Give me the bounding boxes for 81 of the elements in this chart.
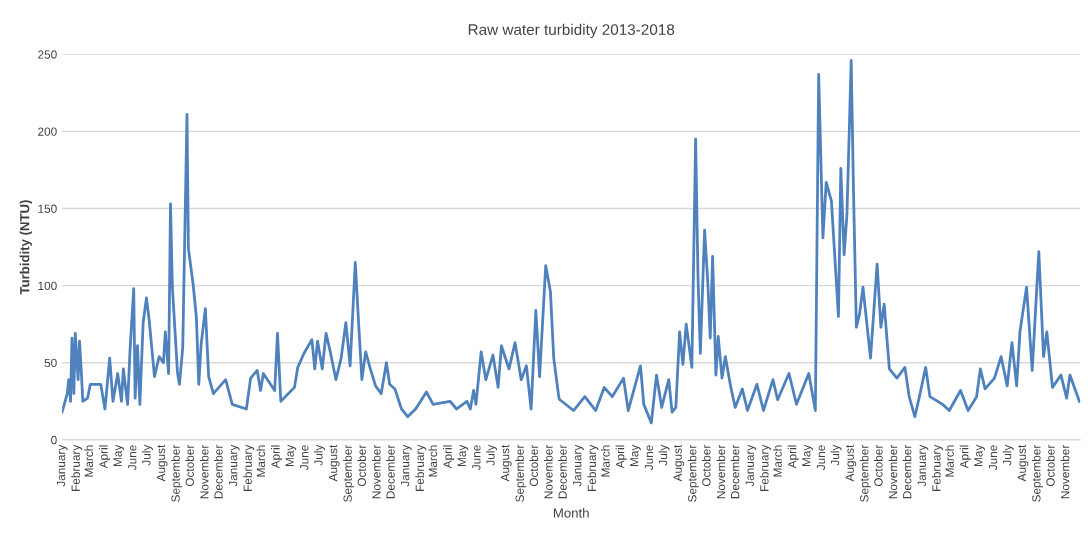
x-tick-label: January <box>57 444 68 487</box>
x-tick-label: May <box>974 444 985 467</box>
x-tick-label: September <box>859 444 871 502</box>
x-tick-label: October <box>529 444 539 487</box>
x-tick-label: September <box>343 444 355 502</box>
x-tick-label: January <box>229 444 240 487</box>
x-tick-label: September <box>171 444 183 502</box>
y-tick-label: 100 <box>38 281 57 291</box>
x-tick-label: December <box>386 444 395 499</box>
x-tick-label: February <box>415 444 427 491</box>
y-tick-label: 150 <box>38 204 57 213</box>
x-tick-label: August <box>501 444 512 482</box>
x-tick-label: November <box>199 444 209 499</box>
x-tick-label: January <box>917 444 929 487</box>
x-tick-label: August <box>845 444 857 482</box>
y-axis-title: Turbidity (NTU) <box>19 200 32 295</box>
x-tick-label: July <box>1002 444 1014 466</box>
x-tick-label: November <box>716 444 726 499</box>
x-tick-label: July <box>141 444 153 466</box>
x-tick-label: November <box>1060 444 1070 499</box>
x-tick-label: July <box>658 444 670 466</box>
x-tick-label: April <box>271 445 283 469</box>
x-tick-label: May <box>802 444 813 467</box>
x-tick-label: June <box>128 445 137 471</box>
x-tick-label: August <box>156 444 168 482</box>
y-tick-label: 200 <box>38 127 57 136</box>
x-tick-label: November <box>543 444 553 499</box>
x-tick-label: February <box>931 444 943 491</box>
x-tick-label: August <box>1017 444 1029 482</box>
x-tick-label: March <box>428 445 438 477</box>
x-tick-label: June <box>644 445 654 471</box>
x-tick-label: October <box>701 444 711 487</box>
x-tick-label: January <box>401 444 412 487</box>
chart-title: Raw water turbidity 2013-2018 <box>468 23 675 39</box>
x-tick-label: July <box>830 444 842 466</box>
x-tick-label: February <box>243 444 255 491</box>
x-tick-label: May <box>113 444 125 467</box>
x-tick-label: December <box>902 444 912 499</box>
x-tick-label: February <box>587 444 599 491</box>
x-tick-label: March <box>601 445 610 477</box>
x-tick-label: March <box>84 445 94 477</box>
x-tick-label: April <box>443 445 455 469</box>
x-tick-label: March <box>773 445 782 477</box>
x-tick-label: June <box>300 445 309 471</box>
y-tick-label: 0 <box>51 435 57 445</box>
x-tick-label: April <box>959 445 971 469</box>
x-tick-label: November <box>371 444 381 499</box>
x-tick-label: January <box>573 444 584 487</box>
y-tick-label: 50 <box>44 358 57 368</box>
x-tick-label: December <box>730 444 740 499</box>
x-tick-label: August <box>673 444 685 482</box>
x-tick-label: April <box>615 445 627 469</box>
x-tick-label: July <box>486 444 498 466</box>
x-tick-label: June <box>472 445 481 471</box>
x-tick-label: December <box>214 444 223 499</box>
x-axis-title: Month <box>553 507 589 518</box>
x-tick-label: July <box>313 444 325 466</box>
x-tick-label: October <box>873 444 883 487</box>
x-tick-label: September <box>1031 444 1043 502</box>
x-tick-label: October <box>357 444 366 487</box>
x-tick-label: August <box>329 444 340 482</box>
x-tick-label: October <box>185 444 194 487</box>
x-tick-label: April <box>99 445 110 469</box>
x-tick-label: April <box>787 445 799 469</box>
x-tick-label: May <box>630 444 641 467</box>
x-tick-label: May <box>285 444 297 467</box>
x-tick-label: November <box>888 444 898 499</box>
line-series <box>62 59 1081 425</box>
y-tick-label: 250 <box>38 50 57 59</box>
x-tick-label: February <box>71 444 83 491</box>
x-tick-label: June <box>988 445 998 471</box>
x-tick-label: March <box>945 445 954 477</box>
x-tick-label: December <box>558 444 567 499</box>
x-tick-label: May <box>457 444 469 467</box>
x-tick-label: February <box>759 444 771 491</box>
x-tick-label: October <box>1046 444 1055 487</box>
x-tick-label: January <box>745 444 757 487</box>
x-tick-label: March <box>256 445 266 477</box>
x-tick-label: June <box>816 445 826 471</box>
x-tick-label: September <box>515 444 527 502</box>
x-tick-label: September <box>687 444 699 502</box>
